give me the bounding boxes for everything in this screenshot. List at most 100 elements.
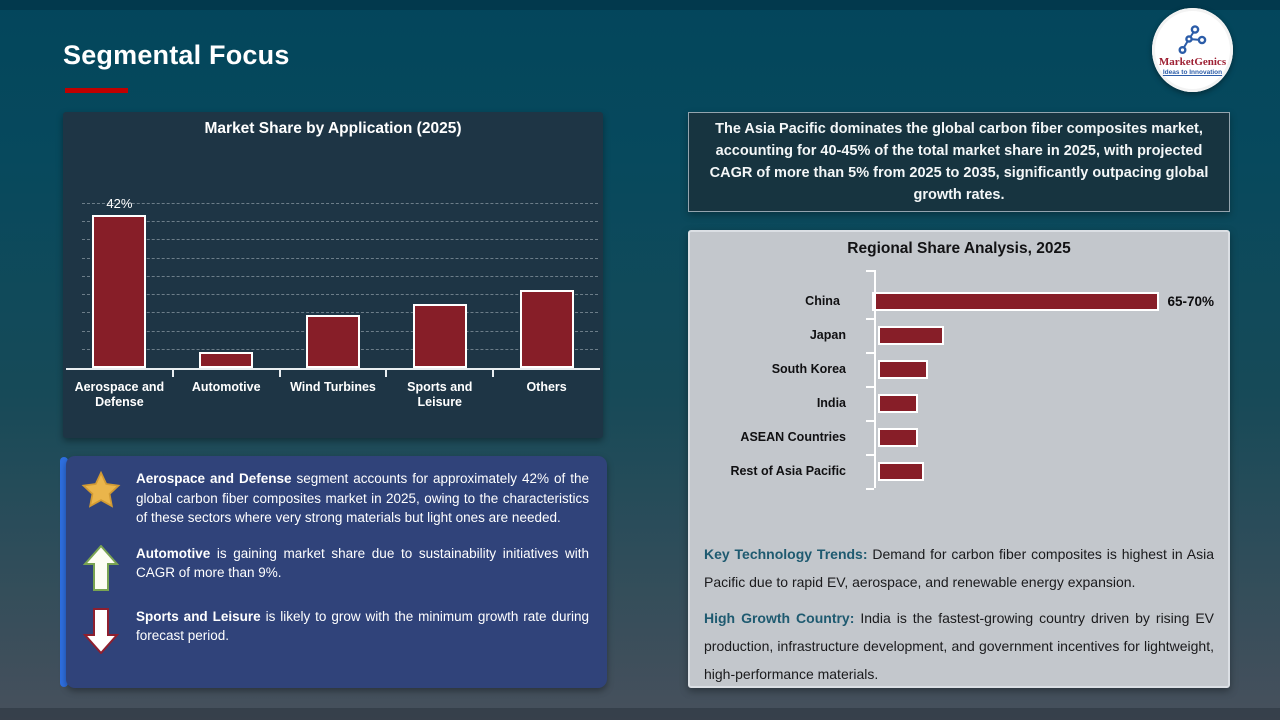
- insights-list: Aerospace and Defense segment accounts f…: [66, 456, 607, 688]
- insight-text-0: Aerospace and Defense segment accounts f…: [136, 469, 589, 528]
- bar-automotive: [199, 351, 254, 368]
- application-chart-panel: Market Share by Application (2025) 42% A…: [63, 112, 603, 438]
- insights-panel: Aerospace and Defense segment accounts f…: [60, 456, 607, 688]
- regional-label-rest-of-asia-pacific: Rest of Asia Pacific: [730, 464, 846, 478]
- top-edge-strip: [0, 0, 1280, 10]
- gridline-40: [82, 221, 598, 223]
- application-chart-bars: 42%: [66, 152, 600, 368]
- regional-bar-japan: [878, 325, 945, 345]
- regional-row-asean-countries: ASEAN Countries: [704, 420, 1214, 454]
- regional-row-india: India: [704, 386, 1214, 420]
- asia-pacific-note-text: The Asia Pacific dominates the global ca…: [709, 121, 1209, 203]
- bar-column-sports-and-leisure: [386, 304, 493, 368]
- x-axis-tick-2: [278, 370, 281, 377]
- x-label-aerospace-and-defense: Aerospace and Defense: [74, 380, 165, 409]
- regional-chart: China 65-70% Japan South Korea India ASEAN Co…: [704, 270, 1214, 490]
- regional-track-japan: [860, 325, 1214, 345]
- bar-sports-and-leisure: [412, 304, 467, 368]
- regional-axis-tick-2: [866, 352, 874, 354]
- bar-column-wind-turbines: [280, 315, 387, 368]
- regional-chart-axis: [874, 270, 876, 488]
- application-chart-title: Market Share by Application (2025): [204, 120, 462, 137]
- bar-column-automotive: [173, 351, 280, 368]
- x-axis-tick-1: [171, 370, 174, 377]
- brand-name: MarketGenics: [1158, 55, 1227, 68]
- regional-bar-south-korea: [878, 359, 928, 379]
- insight-body-1: is gaining market share due to sustainab…: [136, 545, 589, 581]
- regional-track-india: [860, 393, 1214, 413]
- insight-item-sports-and-leisure: Sports and Leisure is likely to grow wit…: [78, 607, 589, 654]
- insight-text-2: Sports and Leisure is likely to grow wit…: [136, 607, 589, 646]
- star-icon: [78, 469, 124, 512]
- regional-row-rest-of-asia-pacific: Rest of Asia Pacific: [704, 454, 1214, 488]
- regional-label-china: China: [805, 294, 840, 308]
- trends-section: Key Technology Trends: Demand for carbon…: [704, 540, 1214, 696]
- title-underline: [65, 88, 128, 93]
- x-label-wind-turbines: Wind Turbines: [290, 380, 376, 394]
- insight-lead-2: Sports and Leisure: [136, 608, 261, 624]
- arrow-down-icon: [78, 607, 124, 654]
- trend-item-1: High Growth Country: India is the fastes…: [704, 604, 1214, 688]
- regional-track-rest-of-asia-pacific: [860, 461, 1214, 481]
- regional-axis-tick-0: [866, 270, 874, 272]
- insight-lead-0: Aerospace and Defense: [136, 471, 292, 486]
- insight-item-aerospace-and-defense: Aerospace and Defense segment accounts f…: [78, 469, 589, 528]
- regional-row-south-korea: South Korea: [704, 352, 1214, 386]
- gridline-25: [82, 275, 598, 277]
- regional-track-china: 65-70%: [854, 291, 1214, 311]
- gridline-20: [82, 294, 598, 296]
- insight-item-automotive: Automotive is gaining market share due t…: [78, 544, 589, 591]
- bar-column-others: [493, 289, 600, 368]
- trend-lead-1: High Growth Country:: [704, 610, 855, 626]
- insights-accent-stripe: [60, 457, 68, 687]
- regional-axis-tick-1: [866, 318, 874, 320]
- regional-track-south-korea: [860, 359, 1214, 379]
- bar-wind-turbines: [305, 315, 360, 368]
- regional-axis-tick-3: [866, 386, 874, 388]
- regional-label-south-korea: South Korea: [771, 362, 846, 376]
- regional-axis-tick-4: [866, 420, 874, 422]
- x-label-sports-and-leisure: Sports and Leisure: [407, 380, 473, 409]
- x-axis-tick-4: [492, 370, 495, 377]
- gridline-30: [82, 257, 598, 259]
- page-title: Segmental Focus: [63, 40, 290, 70]
- x-label-others: Others: [526, 380, 567, 394]
- bar-aerospace-and-defense: 42%: [92, 196, 147, 368]
- brand-logo: MarketGenics Ideas to Innovation: [1152, 8, 1233, 92]
- trend-text-0: Demand for carbon fiber composites is hi…: [704, 546, 1214, 590]
- molecule-network-icon: [1177, 24, 1206, 54]
- regional-label-india: India: [816, 396, 846, 410]
- x-axis-labels: Aerospace and Defense Automotive Wind Turb…: [66, 380, 600, 410]
- trend-text-1: India is the fastest-growing country dri…: [704, 610, 1215, 682]
- regional-bar-india: [878, 393, 919, 413]
- trend-lead-0: Key Technology Trends:: [704, 546, 868, 562]
- asia-pacific-note-panel: The Asia Pacific dominates the global ca…: [688, 112, 1230, 212]
- gridline-45: [82, 203, 598, 204]
- regional-label-asean-countries: ASEAN Countries: [740, 430, 846, 444]
- insight-body-0: segment accounts for approximately 42% o…: [136, 471, 590, 525]
- regional-value-label-china: 65-70%: [1167, 293, 1214, 309]
- regional-bar-china: [871, 291, 1160, 311]
- insight-text-1: Automotive is gaining market share due t…: [136, 544, 589, 583]
- gridline-15: [82, 312, 598, 314]
- bar-column-aerospace-and-defense: 42%: [66, 196, 173, 368]
- bar-value-label-aerospace-and-defense: 42%: [106, 195, 133, 211]
- insight-lead-1: Automotive: [136, 545, 211, 561]
- trend-item-0: Key Technology Trends: Demand for carbon…: [704, 540, 1214, 596]
- regional-bar-rest-of-asia-pacific: [878, 461, 924, 481]
- regional-row-japan: Japan: [704, 318, 1214, 352]
- regional-row-china: China 65-70%: [704, 284, 1214, 318]
- bar-others: [519, 289, 574, 368]
- arrow-up-icon: [78, 544, 124, 591]
- x-axis-tick-3: [385, 370, 388, 377]
- regional-axis-tick-5: [866, 454, 874, 456]
- application-chart-plot: 42%: [66, 152, 600, 377]
- regional-axis-tick-6: [866, 488, 874, 490]
- regional-bar-asean-countries: [878, 427, 919, 447]
- regional-chart-title: Regional Share Analysis, 2025: [847, 240, 1071, 257]
- bottom-edge-strip: [0, 708, 1280, 720]
- x-label-automotive: Automotive: [191, 380, 261, 394]
- regional-analysis-panel: Regional Share Analysis, 2025 China 65-70…: [688, 230, 1230, 688]
- insight-body-2: is likely to grow with the minimum growt…: [136, 608, 590, 644]
